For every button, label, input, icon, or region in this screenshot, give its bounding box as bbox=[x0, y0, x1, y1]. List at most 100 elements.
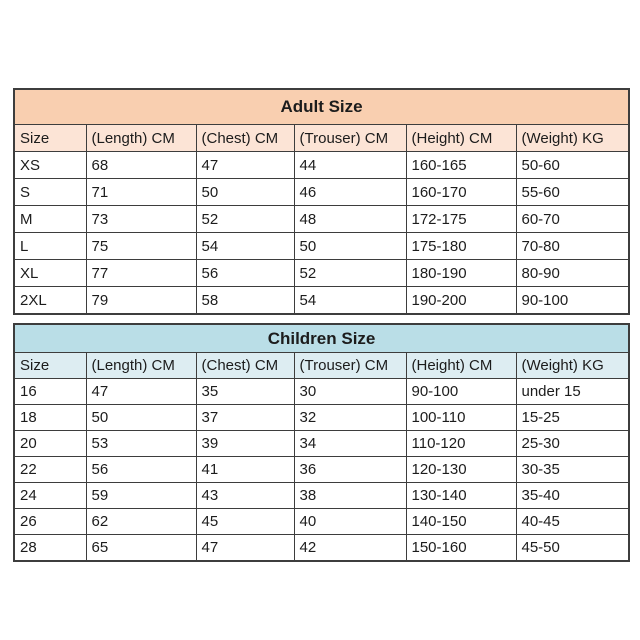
table-row: 22 56 41 36 120-130 30-35 bbox=[13, 456, 630, 483]
data-cell: 16 bbox=[13, 378, 87, 405]
data-cell: 45-50 bbox=[515, 534, 630, 562]
data-cell: S bbox=[13, 178, 87, 206]
header-cell-length: (Length) CM bbox=[85, 124, 197, 152]
table-row: 16 47 35 30 90-100 under 15 bbox=[13, 378, 630, 405]
data-cell: 42 bbox=[293, 534, 407, 562]
data-cell: 53 bbox=[85, 430, 197, 457]
data-cell: 28 bbox=[13, 534, 87, 562]
table-row: L 75 54 50 175-180 70-80 bbox=[13, 232, 630, 260]
table-row: 2XL 79 58 54 190-200 90-100 bbox=[13, 286, 630, 315]
table-row: 18 50 37 32 100-110 15-25 bbox=[13, 404, 630, 431]
adult-size-table: Adult Size Size (Length) CM (Chest) CM (… bbox=[13, 88, 631, 315]
header-cell-trouser: (Trouser) CM bbox=[293, 124, 407, 152]
data-cell: M bbox=[13, 205, 87, 233]
data-cell: 120-130 bbox=[405, 456, 517, 483]
data-cell: 45 bbox=[195, 508, 295, 535]
data-cell: 30 bbox=[293, 378, 407, 405]
data-cell: 55-60 bbox=[515, 178, 630, 206]
data-cell: XL bbox=[13, 259, 87, 287]
data-cell: 180-190 bbox=[405, 259, 517, 287]
data-cell: 47 bbox=[195, 534, 295, 562]
data-cell: 47 bbox=[85, 378, 197, 405]
data-cell: 15-25 bbox=[515, 404, 630, 431]
data-cell: 160-170 bbox=[405, 178, 517, 206]
children-size-table: Children Size Size (Length) CM (Chest) C… bbox=[13, 323, 631, 562]
data-cell: 50 bbox=[195, 178, 295, 206]
table-row: 28 65 47 42 150-160 45-50 bbox=[13, 534, 630, 562]
table-title-row: Children Size bbox=[13, 323, 630, 353]
data-cell: 38 bbox=[293, 482, 407, 509]
data-cell: 46 bbox=[293, 178, 407, 206]
header-cell-chest: (Chest) CM bbox=[195, 352, 295, 379]
data-cell: 48 bbox=[293, 205, 407, 233]
data-cell: 40-45 bbox=[515, 508, 630, 535]
data-cell: 34 bbox=[293, 430, 407, 457]
data-cell: under 15 bbox=[515, 378, 630, 405]
data-cell: 24 bbox=[13, 482, 87, 509]
header-cell-chest: (Chest) CM bbox=[195, 124, 295, 152]
data-cell: 35 bbox=[195, 378, 295, 405]
data-cell: 22 bbox=[13, 456, 87, 483]
data-cell: 79 bbox=[85, 286, 197, 315]
data-cell: 62 bbox=[85, 508, 197, 535]
data-cell: 32 bbox=[293, 404, 407, 431]
data-cell: 60-70 bbox=[515, 205, 630, 233]
table-row: XS 68 47 44 160-165 50-60 bbox=[13, 151, 630, 179]
table-title-row: Adult Size bbox=[13, 88, 630, 125]
data-cell: 41 bbox=[195, 456, 295, 483]
data-cell: 175-180 bbox=[405, 232, 517, 260]
data-cell: 26 bbox=[13, 508, 87, 535]
data-cell: 90-100 bbox=[405, 378, 517, 405]
header-cell-height: (Height) CM bbox=[405, 124, 517, 152]
table-row: M 73 52 48 172-175 60-70 bbox=[13, 205, 630, 233]
data-cell: 35-40 bbox=[515, 482, 630, 509]
data-cell: 52 bbox=[293, 259, 407, 287]
data-cell: 52 bbox=[195, 205, 295, 233]
data-cell: 54 bbox=[293, 286, 407, 315]
data-cell: 2XL bbox=[13, 286, 87, 315]
header-cell-weight: (Weight) KG bbox=[515, 352, 630, 379]
header-cell-trouser: (Trouser) CM bbox=[293, 352, 407, 379]
header-cell-length: (Length) CM bbox=[85, 352, 197, 379]
data-cell: 65 bbox=[85, 534, 197, 562]
data-cell: 44 bbox=[293, 151, 407, 179]
data-cell: 71 bbox=[85, 178, 197, 206]
data-cell: 77 bbox=[85, 259, 197, 287]
header-cell-size: Size bbox=[13, 124, 87, 152]
data-cell: 160-165 bbox=[405, 151, 517, 179]
data-cell: L bbox=[13, 232, 87, 260]
data-cell: 50 bbox=[85, 404, 197, 431]
table-header-row: Size (Length) CM (Chest) CM (Trouser) CM… bbox=[13, 352, 630, 379]
table-row: 24 59 43 38 130-140 35-40 bbox=[13, 482, 630, 509]
data-cell: 190-200 bbox=[405, 286, 517, 315]
data-cell: 73 bbox=[85, 205, 197, 233]
data-cell: 90-100 bbox=[515, 286, 630, 315]
data-cell: 68 bbox=[85, 151, 197, 179]
data-cell: 58 bbox=[195, 286, 295, 315]
data-cell: 100-110 bbox=[405, 404, 517, 431]
data-cell: 172-175 bbox=[405, 205, 517, 233]
data-cell: 130-140 bbox=[405, 482, 517, 509]
data-cell: 56 bbox=[195, 259, 295, 287]
data-cell: 37 bbox=[195, 404, 295, 431]
table-row: XL 77 56 52 180-190 80-90 bbox=[13, 259, 630, 287]
data-cell: 36 bbox=[293, 456, 407, 483]
adult-table-title: Adult Size bbox=[13, 88, 630, 125]
data-cell: 43 bbox=[195, 482, 295, 509]
data-cell: 110-120 bbox=[405, 430, 517, 457]
table-row: 26 62 45 40 140-150 40-45 bbox=[13, 508, 630, 535]
data-cell: 50 bbox=[293, 232, 407, 260]
table-header-row: Size (Length) CM (Chest) CM (Trouser) CM… bbox=[13, 124, 630, 152]
data-cell: 75 bbox=[85, 232, 197, 260]
data-cell: 150-160 bbox=[405, 534, 517, 562]
data-cell: 56 bbox=[85, 456, 197, 483]
data-cell: 40 bbox=[293, 508, 407, 535]
data-cell: 50-60 bbox=[515, 151, 630, 179]
data-cell: 18 bbox=[13, 404, 87, 431]
table-row: S 71 50 46 160-170 55-60 bbox=[13, 178, 630, 206]
data-cell: 80-90 bbox=[515, 259, 630, 287]
data-cell: 54 bbox=[195, 232, 295, 260]
children-table-title: Children Size bbox=[13, 323, 630, 353]
data-cell: 30-35 bbox=[515, 456, 630, 483]
